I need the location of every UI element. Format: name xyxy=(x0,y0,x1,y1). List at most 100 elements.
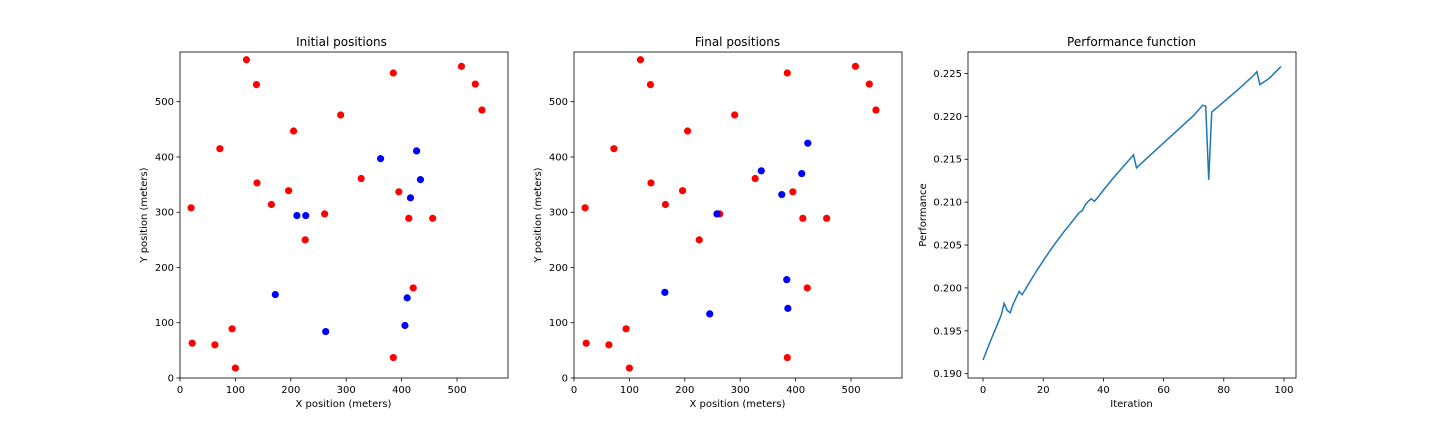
data-point xyxy=(389,353,397,362)
y-tick-label: 0.225 xyxy=(933,69,962,80)
y-axis-label: Y position (meters) xyxy=(139,167,150,263)
data-point xyxy=(783,353,791,362)
x-tick-label: 500 xyxy=(447,385,466,396)
data-point xyxy=(403,294,411,302)
series-line xyxy=(982,66,1282,361)
chart-title: Performance function xyxy=(1067,35,1196,49)
y-tick-label: 200 xyxy=(549,263,568,274)
data-point xyxy=(851,62,860,70)
data-point xyxy=(789,188,797,196)
data-point xyxy=(301,236,309,244)
x-axis-label: Iteration xyxy=(1110,399,1152,410)
data-point xyxy=(337,111,345,119)
data-point xyxy=(405,214,413,222)
data-point xyxy=(804,139,812,147)
data-point xyxy=(713,210,721,218)
data-point xyxy=(783,276,791,284)
y-axis-label: Y position (meters) xyxy=(533,167,544,263)
data-point xyxy=(302,211,310,220)
y-tick-label: 500 xyxy=(155,97,174,108)
data-point xyxy=(784,304,792,312)
y-tick-label: 400 xyxy=(549,152,568,163)
data-point xyxy=(357,174,365,183)
y-tick-label: 0.190 xyxy=(933,369,962,380)
data-point xyxy=(322,327,330,336)
y-tick-label: 0.200 xyxy=(933,283,962,294)
data-point xyxy=(778,190,786,199)
plot-area xyxy=(967,51,1297,379)
data-point xyxy=(289,127,298,135)
y-tick-label: 0.195 xyxy=(933,326,962,337)
data-point xyxy=(605,341,613,349)
x-tick-label: 0 xyxy=(571,385,577,396)
x-tick-label: 80 xyxy=(1217,385,1230,396)
y-tick-label: 0.210 xyxy=(933,198,962,209)
data-point xyxy=(188,339,196,347)
data-point xyxy=(271,290,279,299)
data-point xyxy=(429,214,437,222)
data-point xyxy=(757,167,765,175)
data-point xyxy=(798,169,806,178)
data-point xyxy=(823,214,831,222)
x-tick-label: 20 xyxy=(1037,385,1050,396)
data-point xyxy=(187,204,195,212)
data-point xyxy=(416,176,425,184)
data-point xyxy=(622,325,630,333)
x-tick-label: 100 xyxy=(1274,385,1293,396)
y-tick-label: 100 xyxy=(155,318,174,329)
x-tick-label: 500 xyxy=(841,385,860,396)
y-tick-label: 400 xyxy=(155,152,174,163)
y-axis-label: Performance xyxy=(918,183,929,246)
data-point xyxy=(783,69,791,77)
x-axis-label: X position (meters) xyxy=(690,399,786,410)
y-tick-label: 100 xyxy=(549,318,568,329)
data-point xyxy=(252,81,261,89)
data-point xyxy=(636,56,645,64)
data-point xyxy=(401,321,409,330)
data-point xyxy=(683,127,692,135)
x-tick-label: 40 xyxy=(1097,385,1110,396)
data-point xyxy=(395,188,403,196)
plot-area xyxy=(179,51,509,379)
data-point xyxy=(803,284,811,292)
x-tick-label: 400 xyxy=(786,385,805,396)
data-point xyxy=(471,80,479,88)
x-tick-label: 0 xyxy=(980,385,986,396)
y-tick-label: 200 xyxy=(155,263,174,274)
data-point xyxy=(406,194,415,202)
x-tick-label: 300 xyxy=(337,385,356,396)
y-tick-label: 500 xyxy=(549,97,568,108)
y-tick-label: 0.220 xyxy=(933,112,962,123)
x-tick-label: 60 xyxy=(1157,385,1170,396)
data-point xyxy=(799,214,807,222)
data-point xyxy=(661,288,669,296)
data-point xyxy=(731,111,739,119)
x-tick-label: 200 xyxy=(675,385,694,396)
data-point xyxy=(478,106,486,114)
data-point xyxy=(376,155,385,163)
x-tick-label: 400 xyxy=(392,385,411,396)
data-point xyxy=(216,145,224,153)
x-tick-label: 100 xyxy=(226,385,245,396)
data-point xyxy=(751,174,759,183)
panel-final-positions: Final positions X position (meters) Y po… xyxy=(533,35,903,410)
data-point xyxy=(412,147,421,155)
y-tick-label: 0.215 xyxy=(933,155,962,166)
y-tick-label: 0 xyxy=(562,374,568,385)
y-tick-label: 0.205 xyxy=(933,241,962,252)
chart-title: Initial positions xyxy=(296,35,387,49)
panel-initial-positions: Initial positions X position (meters) Y … xyxy=(139,35,509,410)
plot-area xyxy=(573,51,903,379)
x-tick-label: 0 xyxy=(177,385,183,396)
data-point xyxy=(253,179,261,187)
data-point xyxy=(695,236,703,244)
data-point xyxy=(242,56,251,64)
data-point xyxy=(625,364,634,372)
x-axis-label: X position (meters) xyxy=(296,399,392,410)
data-point xyxy=(647,179,655,187)
data-point xyxy=(706,310,714,318)
x-tick-label: 300 xyxy=(731,385,750,396)
chart-title: Final positions xyxy=(695,35,780,49)
x-tick-label: 100 xyxy=(620,385,639,396)
